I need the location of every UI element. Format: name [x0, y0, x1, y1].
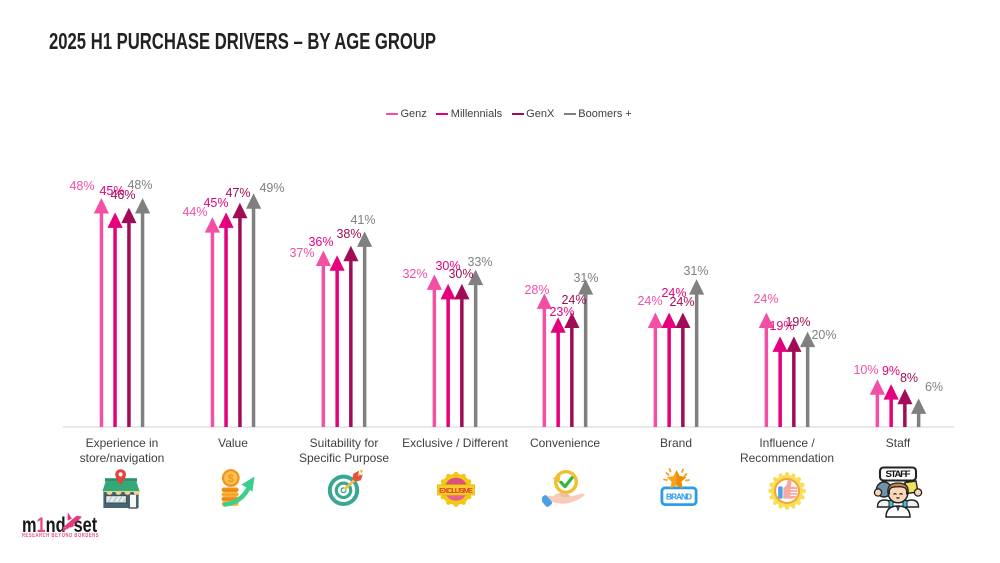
svg-text:$: $: [228, 473, 234, 485]
svg-text:BRAND: BRAND: [666, 492, 692, 502]
svg-text:STAFF: STAFF: [886, 469, 911, 480]
svg-text:EXCLUSIVE: EXCLUSIVE: [439, 486, 473, 495]
